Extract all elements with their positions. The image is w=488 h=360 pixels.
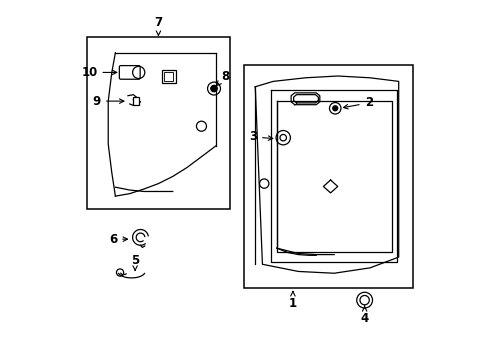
Text: 2: 2: [343, 96, 372, 109]
Bar: [162, 69, 175, 83]
Text: 7: 7: [154, 16, 162, 35]
Bar: [244, 65, 412, 288]
Text: 4: 4: [360, 306, 368, 325]
Text: 6: 6: [109, 233, 127, 246]
Text: 1: 1: [288, 291, 296, 310]
Text: 9: 9: [93, 95, 123, 108]
Text: 10: 10: [81, 66, 117, 79]
Circle shape: [332, 106, 337, 111]
FancyBboxPatch shape: [119, 66, 140, 79]
Bar: [132, 97, 139, 105]
Text: 3: 3: [248, 130, 272, 144]
Bar: [164, 72, 173, 81]
Circle shape: [210, 85, 217, 92]
Text: 5: 5: [131, 254, 139, 270]
Bar: [86, 37, 230, 209]
Text: 8: 8: [216, 69, 229, 86]
